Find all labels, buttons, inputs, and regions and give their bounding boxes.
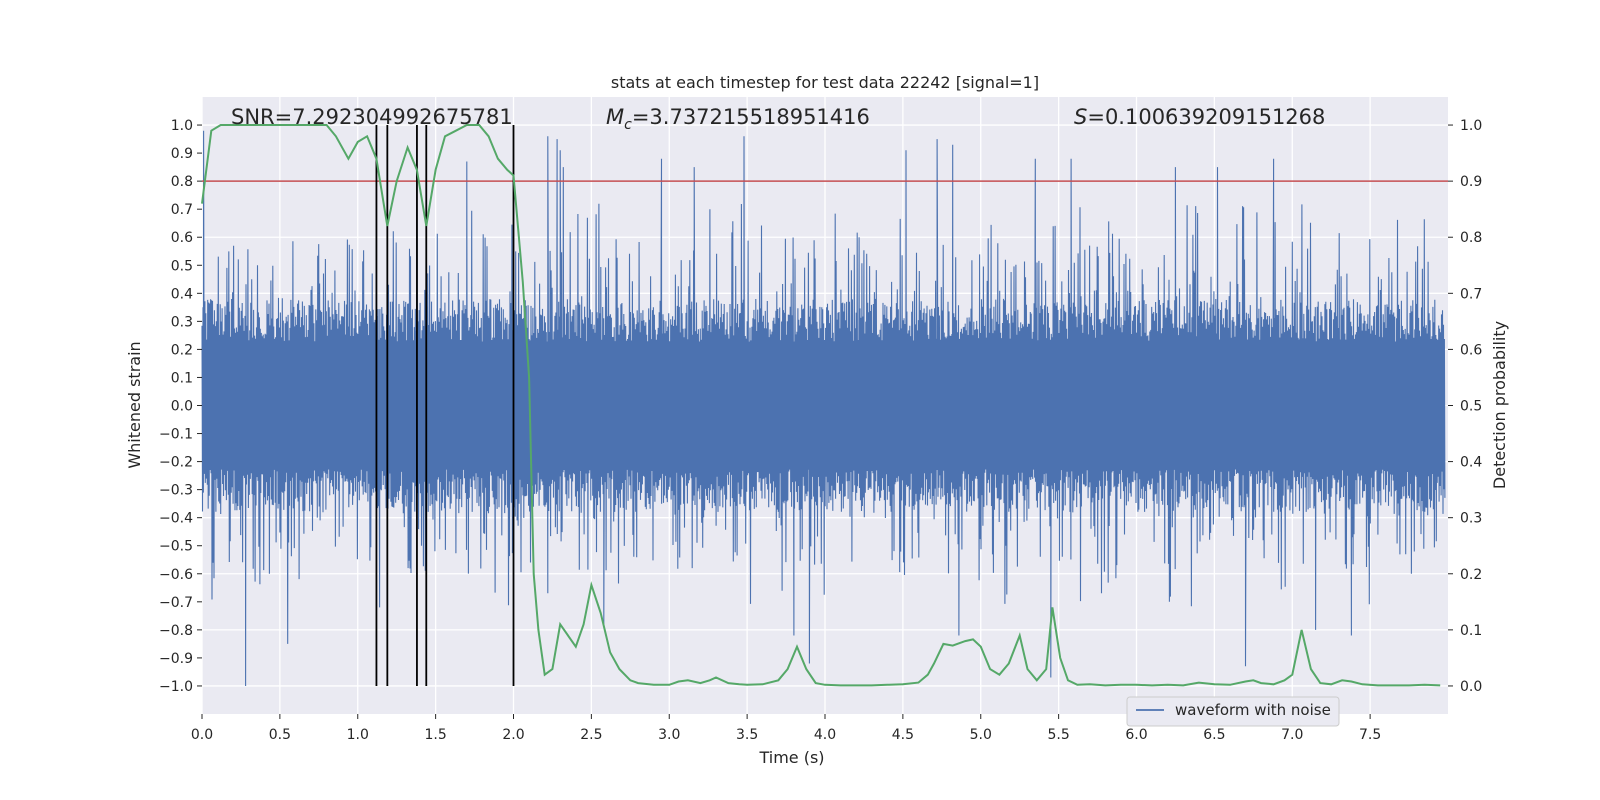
x-tick-label: 1.0 [347, 727, 369, 743]
y2-tick-label: 0.7 [1460, 286, 1482, 302]
vertical-markers [375, 125, 515, 686]
chirp-mass-annotation: Mc=3.737215518951416 [606, 105, 870, 133]
y2-axis-label: Detection probability [1490, 321, 1509, 489]
y-tick-label: −1.0 [159, 679, 193, 695]
probability-line [201, 124, 1441, 687]
x-tick-label: 6.0 [1125, 727, 1147, 743]
y-tick-label: 0.5 [171, 258, 193, 274]
x-tick-label: 6.5 [1203, 727, 1225, 743]
y-tick-label: 0.9 [171, 146, 193, 162]
y-tick-label: −0.7 [159, 595, 193, 611]
y-tick-label: −0.1 [159, 427, 193, 443]
x-tick-label: 7.0 [1281, 727, 1303, 743]
x-tick-label: 4.5 [892, 727, 914, 743]
x-tick-label: 3.5 [736, 727, 758, 743]
y-tick-label: 0.6 [171, 230, 193, 246]
y-tick-label: 0.0 [171, 399, 193, 415]
x-tick-label: 5.0 [970, 727, 992, 743]
y2-tick-label: 0.0 [1460, 679, 1482, 695]
y2-tick-label: 0.6 [1460, 342, 1482, 358]
x-axis-ticks: 0.0 0.5 1.0 1.5 2.0 2.5 3.0 3.5 4.0 4.5 5.0 5.5 6.0 6… [191, 714, 1381, 743]
y2-tick-label: 0.5 [1460, 399, 1482, 415]
x-tick-label: 4.0 [814, 727, 836, 743]
y2-tick-label: 0.9 [1460, 174, 1482, 190]
x-tick-label: 3.0 [658, 727, 680, 743]
y-axis-label: Whitened strain [125, 341, 144, 468]
y2-tick-label: 0.4 [1460, 455, 1482, 471]
y-tick-label: −0.8 [159, 623, 193, 639]
y-tick-label: 0.3 [171, 314, 193, 330]
y-tick-label: −0.3 [159, 483, 193, 499]
y-tick-label: 0.2 [171, 342, 193, 358]
detection-probability-series [201, 124, 1441, 687]
x-tick-label: 0.0 [191, 727, 213, 743]
y-tick-label: −0.9 [159, 651, 193, 667]
x-tick-label: 1.5 [424, 727, 446, 743]
y-tick-label: −0.2 [159, 455, 193, 471]
y-tick-label: −0.5 [159, 539, 193, 555]
waveform-line [201, 130, 1446, 687]
y2-tick-label: 0.8 [1460, 230, 1482, 246]
y2-tick-label: 0.3 [1460, 511, 1482, 527]
y2-tick-label: 0.1 [1460, 623, 1482, 639]
legend: waveform with noise [1126, 696, 1340, 727]
y-tick-label: −0.6 [159, 567, 193, 583]
x-tick-label: 7.5 [1359, 727, 1381, 743]
y-tick-label: 0.1 [171, 370, 193, 386]
y-tick-label: 0.4 [171, 286, 193, 302]
y-tick-label: 0.8 [171, 174, 193, 190]
snr-annotation: SNR=7.292304992675781 [231, 105, 513, 129]
y-tick-label: 1.0 [171, 118, 193, 134]
x-tick-label: 0.5 [269, 727, 291, 743]
s-annotation: S=0.100639209151268 [1074, 105, 1325, 129]
legend-entry: waveform with noise [1175, 701, 1331, 719]
x-tick-label: 2.5 [580, 727, 602, 743]
x-axis-label: Time (s) [758, 748, 824, 767]
y2-tick-label: 0.2 [1460, 567, 1482, 583]
x-tick-label: 5.5 [1047, 727, 1069, 743]
y-axis-right-ticks: 1.0 0.9 0.8 0.7 0.6 0.5 0.4 0.3 0.2 0.1 0.0 [1448, 118, 1482, 695]
y2-tick-label: 1.0 [1460, 118, 1482, 134]
waveform-series [201, 130, 1446, 687]
x-tick-label: 2.0 [502, 727, 524, 743]
y-tick-label: 0.7 [171, 202, 193, 218]
y-axis-left-ticks: 1.0 0.9 0.8 0.7 0.6 0.5 0.4 0.3 0.2 0.1 0.0 −0.1 −0.… [159, 118, 202, 695]
legend-box [1126, 696, 1340, 727]
chart-title: stats at each timestep for test data 222… [611, 73, 1039, 92]
y-tick-label: −0.4 [159, 511, 193, 527]
